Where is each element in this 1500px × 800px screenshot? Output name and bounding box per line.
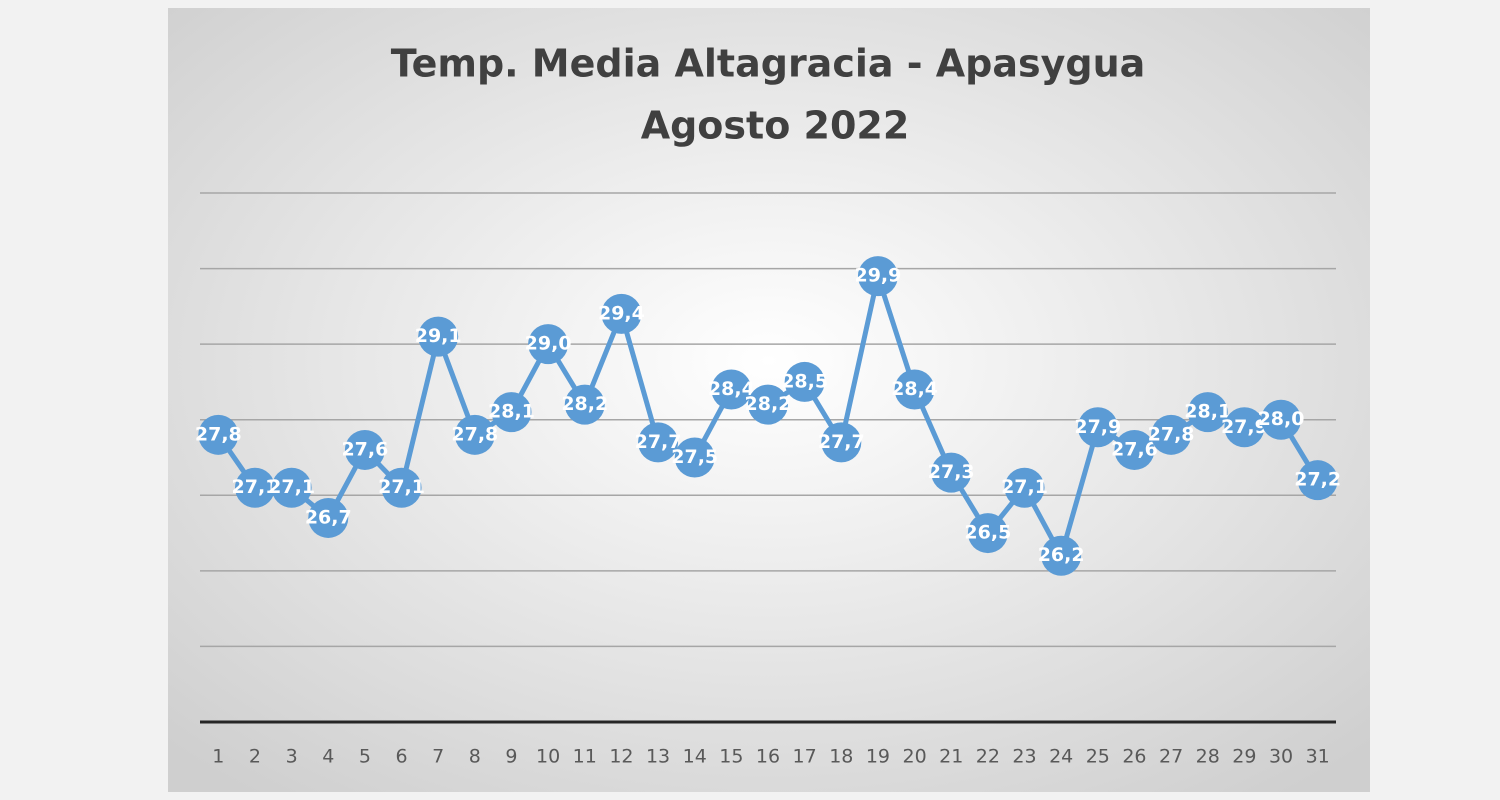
x-tick-label: 19 <box>866 746 890 768</box>
x-tick-label: 15 <box>719 746 743 768</box>
marker <box>931 452 972 493</box>
x-tick-label: 10 <box>536 746 560 768</box>
marker <box>857 256 898 297</box>
chart-subtitle: Agosto 2022 <box>641 104 910 148</box>
marker <box>1297 460 1338 501</box>
value-label: 28,1 <box>488 401 535 423</box>
marker <box>344 429 385 470</box>
value-label: 26,5 <box>964 522 1011 544</box>
value-label: 27,9 <box>1221 416 1268 438</box>
value-label: 27,1 <box>1001 476 1048 498</box>
value-label: 27,8 <box>1148 423 1195 445</box>
marker <box>271 467 312 508</box>
x-tick-label: 28 <box>1196 746 1220 768</box>
value-label: 26,2 <box>1038 544 1085 566</box>
marker <box>1004 467 1045 508</box>
marker <box>1041 535 1082 576</box>
marker <box>601 293 642 334</box>
x-tick-label: 24 <box>1049 746 1073 768</box>
value-label: 28,4 <box>708 378 755 400</box>
value-label: 29,4 <box>598 302 645 324</box>
x-tick-label: 20 <box>902 746 926 768</box>
marker <box>1151 414 1192 455</box>
marker <box>418 316 459 357</box>
value-label: 27,6 <box>1111 438 1158 460</box>
marker <box>894 369 935 410</box>
marker <box>748 384 788 425</box>
marker <box>564 384 605 425</box>
value-label: 27,1 <box>232 476 279 498</box>
x-tick-label: 5 <box>359 746 371 768</box>
x-tick-label: 18 <box>829 746 853 768</box>
x-tick-label: 16 <box>756 746 780 768</box>
value-label: 28,5 <box>781 370 828 392</box>
value-label: 28,2 <box>561 393 608 415</box>
x-tick-label: 2 <box>249 746 261 768</box>
value-label: 29,9 <box>854 265 901 287</box>
marker <box>821 422 862 463</box>
x-tick-label: 23 <box>1012 746 1036 768</box>
x-tick-label: 14 <box>683 746 707 768</box>
value-label: 26,7 <box>305 506 352 528</box>
marker <box>1261 399 1302 440</box>
x-tick-label: 7 <box>432 746 444 768</box>
value-label: 27,3 <box>928 461 975 483</box>
value-label: 27,1 <box>378 476 425 498</box>
value-label: 28,2 <box>745 393 792 415</box>
x-tick-label: 17 <box>793 746 817 768</box>
x-tick-label: 22 <box>976 746 1000 768</box>
x-tick-label: 11 <box>573 746 597 768</box>
value-label: 29,1 <box>415 325 462 347</box>
marker <box>674 437 715 478</box>
x-tick-label: 25 <box>1086 746 1110 768</box>
marker <box>308 497 349 538</box>
x-tick-label: 4 <box>322 746 334 768</box>
marker <box>198 414 239 455</box>
x-tick-label: 31 <box>1306 746 1330 768</box>
x-tick-label: 12 <box>609 746 633 768</box>
value-label: 28,4 <box>891 378 938 400</box>
marker <box>1077 407 1118 448</box>
marker <box>711 369 752 410</box>
value-label: 27,8 <box>451 423 498 445</box>
marker <box>1114 429 1155 470</box>
value-label: 27,2 <box>1294 469 1341 491</box>
x-tick-label: 9 <box>505 746 517 768</box>
value-label: 28,1 <box>1184 401 1231 423</box>
value-label: 27,7 <box>818 431 865 453</box>
value-label: 28,0 <box>1258 408 1305 430</box>
x-tick-label: 29 <box>1232 746 1256 768</box>
x-tick-label: 27 <box>1159 746 1183 768</box>
marker <box>234 467 275 508</box>
x-tick-label: 30 <box>1269 746 1293 768</box>
marker <box>967 513 1008 554</box>
value-label: 27,9 <box>1074 416 1121 438</box>
x-tick-label: 6 <box>396 746 408 768</box>
marker <box>1187 392 1228 433</box>
x-tick-label: 26 <box>1122 746 1146 768</box>
x-tick-label: 21 <box>939 746 963 768</box>
x-tick-label: 1 <box>212 746 224 768</box>
marker <box>784 361 825 402</box>
value-label: 29,0 <box>525 333 572 355</box>
marker <box>528 324 569 365</box>
marker <box>638 422 679 463</box>
chart-title: Temp. Media Altagracia - Apasygua <box>391 42 1146 86</box>
value-label: 27,5 <box>671 446 718 468</box>
x-tick-label: 13 <box>646 746 670 768</box>
value-label: 27,1 <box>268 476 315 498</box>
x-tick-label: 8 <box>469 746 481 768</box>
marker <box>454 414 495 455</box>
marker <box>491 392 532 433</box>
value-label: 27,8 <box>195 423 242 445</box>
marker <box>1224 407 1265 448</box>
value-label: 27,7 <box>635 431 682 453</box>
x-tick-label: 3 <box>286 746 298 768</box>
marker <box>381 467 422 508</box>
value-label: 27,6 <box>341 438 388 460</box>
